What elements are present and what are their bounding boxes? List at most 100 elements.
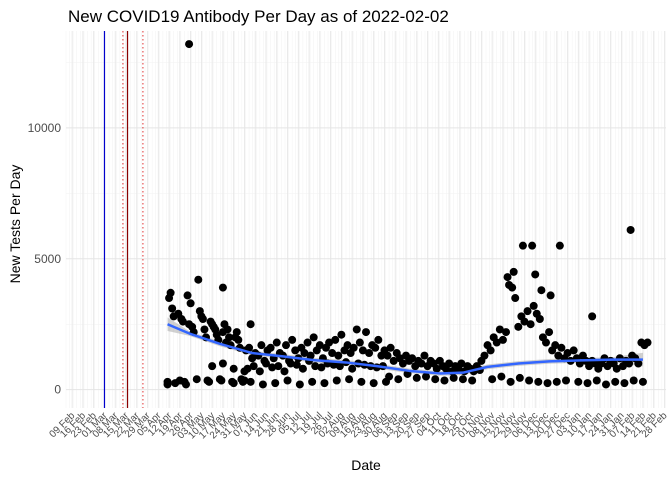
x-axis-title: Date bbox=[351, 457, 381, 473]
data-point bbox=[592, 376, 601, 385]
data-point bbox=[358, 346, 367, 355]
data-point bbox=[508, 283, 517, 292]
data-point bbox=[337, 330, 346, 339]
data-point bbox=[205, 377, 214, 386]
data-point bbox=[515, 373, 524, 382]
data-point bbox=[555, 241, 564, 250]
data-point bbox=[268, 363, 277, 372]
data-point bbox=[509, 267, 518, 276]
data-point bbox=[422, 372, 430, 381]
data-point bbox=[525, 376, 534, 385]
data-point bbox=[545, 328, 554, 337]
data-point bbox=[258, 380, 267, 389]
data-point bbox=[200, 325, 209, 334]
data-point bbox=[183, 291, 192, 300]
data-point bbox=[569, 346, 578, 355]
data-point bbox=[431, 375, 440, 384]
data-point bbox=[295, 380, 304, 389]
y-tick-label: 5000 bbox=[34, 252, 61, 266]
data-point bbox=[192, 375, 201, 384]
data-point bbox=[320, 379, 329, 388]
data-point bbox=[602, 380, 610, 389]
data-point bbox=[280, 367, 289, 376]
data-point bbox=[546, 291, 555, 300]
data-point bbox=[186, 299, 195, 308]
data-point bbox=[208, 362, 217, 371]
data-point bbox=[198, 314, 207, 323]
trend-confidence-band bbox=[167, 317, 643, 376]
data-point bbox=[217, 376, 226, 385]
y-tick-label: 10000 bbox=[28, 121, 62, 135]
data-point bbox=[262, 359, 270, 368]
data-point bbox=[486, 346, 495, 355]
data-point bbox=[357, 377, 366, 386]
data-point bbox=[520, 317, 529, 326]
data-point bbox=[185, 40, 194, 49]
data-point bbox=[634, 359, 643, 368]
data-point bbox=[334, 351, 343, 360]
data-point bbox=[243, 364, 252, 373]
data-point bbox=[311, 362, 320, 371]
data-point bbox=[317, 363, 326, 372]
data-point bbox=[223, 325, 232, 334]
data-point bbox=[345, 375, 354, 384]
data-point bbox=[542, 338, 550, 347]
data-point bbox=[328, 349, 337, 358]
data-point bbox=[229, 379, 238, 388]
data-point bbox=[283, 376, 292, 385]
data-point bbox=[408, 354, 417, 363]
data-point bbox=[497, 372, 506, 381]
data-point bbox=[629, 376, 638, 385]
data-point bbox=[562, 376, 570, 385]
data-point bbox=[282, 341, 290, 350]
data-point bbox=[563, 349, 572, 358]
data-point bbox=[178, 317, 187, 326]
data-point bbox=[343, 341, 352, 350]
data-point bbox=[383, 351, 392, 360]
data-point bbox=[308, 377, 317, 386]
data-point bbox=[523, 307, 532, 316]
trend-line-path bbox=[167, 323, 643, 375]
data-point bbox=[335, 362, 344, 371]
data-point bbox=[394, 375, 403, 384]
data-point bbox=[554, 351, 563, 360]
data-point bbox=[620, 379, 629, 388]
chart-title: New COVID19 Antibody Per Day as of 2022-… bbox=[68, 7, 449, 26]
data-point bbox=[292, 360, 301, 369]
data-point bbox=[432, 364, 441, 373]
data-point bbox=[535, 314, 544, 323]
data-point bbox=[274, 362, 283, 371]
data-point bbox=[371, 343, 380, 352]
data-point bbox=[166, 288, 175, 297]
data-point bbox=[502, 328, 510, 337]
data-point bbox=[369, 379, 378, 388]
data-point bbox=[386, 343, 395, 352]
data-point bbox=[440, 376, 449, 385]
data-point bbox=[218, 283, 227, 292]
data-point bbox=[229, 364, 238, 373]
data-point bbox=[331, 335, 340, 344]
data-point bbox=[272, 338, 281, 347]
data-point bbox=[495, 325, 504, 334]
data-point bbox=[315, 341, 324, 350]
data-point bbox=[543, 379, 552, 388]
data-point bbox=[626, 225, 635, 234]
data-point bbox=[458, 375, 467, 384]
data-point bbox=[385, 372, 394, 381]
data-point bbox=[309, 333, 318, 342]
data-point bbox=[511, 294, 520, 303]
data-point bbox=[168, 304, 177, 313]
data-point bbox=[588, 312, 597, 321]
data-point bbox=[506, 377, 515, 386]
data-point bbox=[194, 275, 203, 284]
data-point bbox=[288, 335, 297, 344]
data-point bbox=[528, 241, 537, 250]
data-point bbox=[612, 364, 621, 373]
data-point bbox=[240, 376, 249, 385]
data-point bbox=[362, 328, 370, 337]
data-point bbox=[480, 351, 489, 360]
data-point bbox=[518, 241, 527, 250]
data-point bbox=[583, 379, 592, 388]
